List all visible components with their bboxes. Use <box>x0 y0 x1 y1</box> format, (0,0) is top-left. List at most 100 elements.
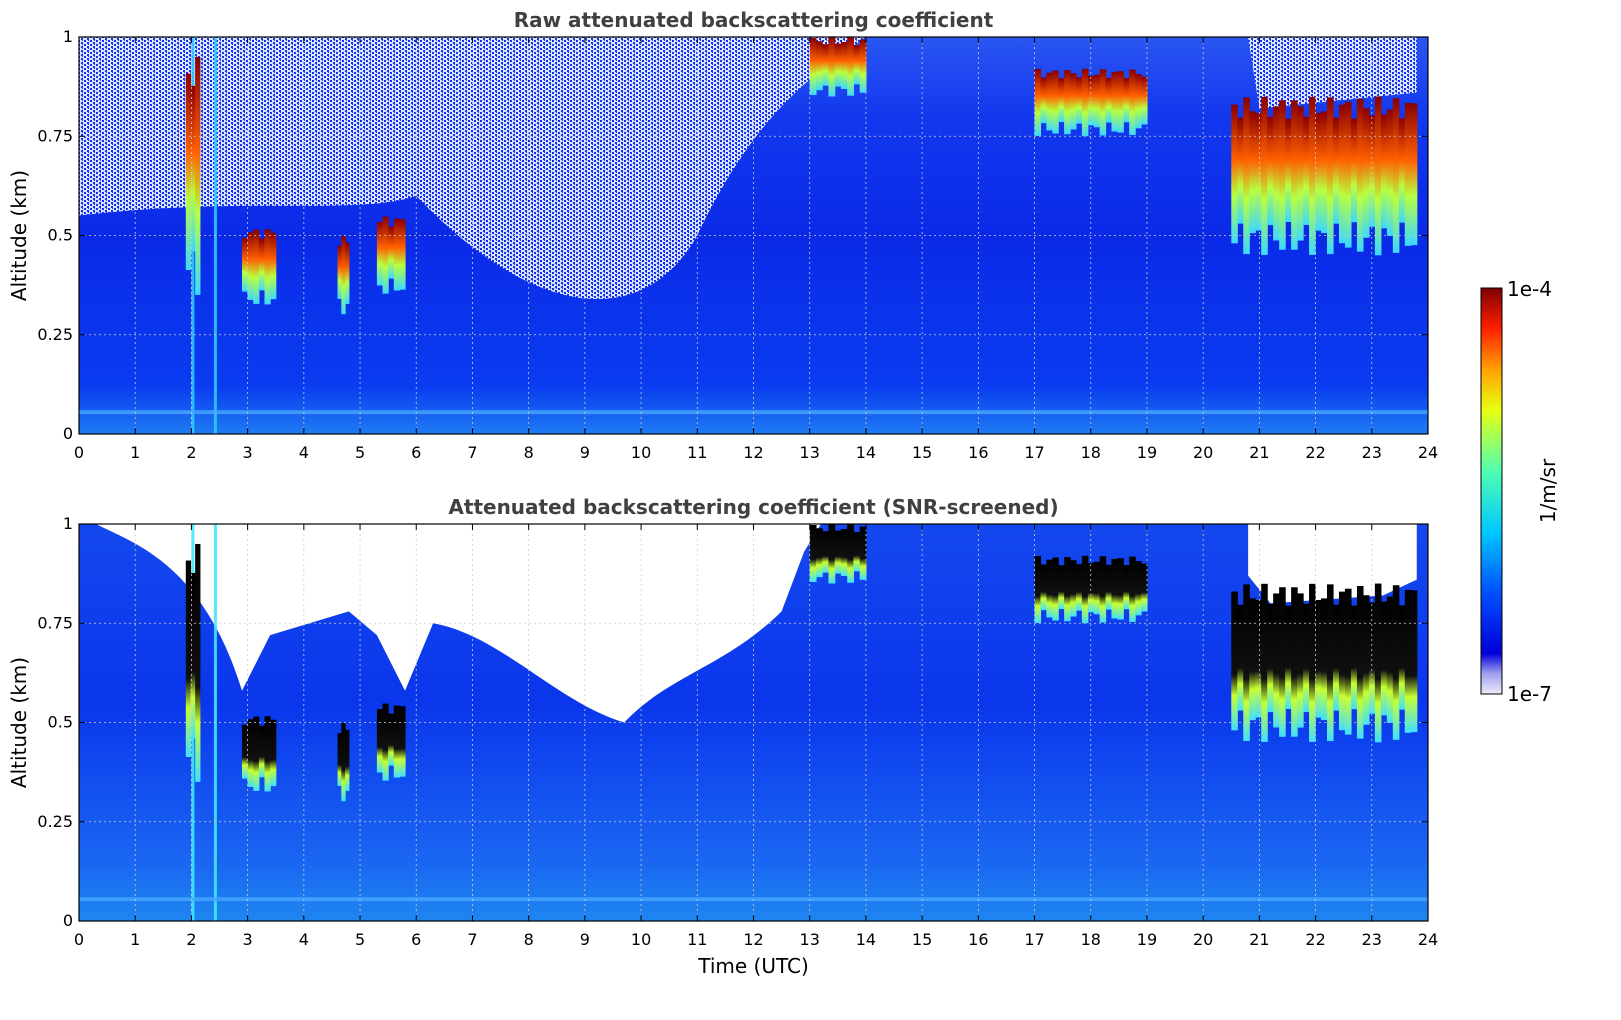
cloud-column <box>1315 600 1322 718</box>
cloud-column <box>1297 593 1304 728</box>
cloud-column <box>1105 77 1113 123</box>
cloud-column <box>195 56 201 295</box>
colorbar-min-label: 1e-7 <box>1507 682 1552 706</box>
colorbar-gradient <box>1480 287 1503 695</box>
cloud-column <box>1267 603 1274 713</box>
x-tick-label: 7 <box>467 443 477 462</box>
cloud-column <box>1099 69 1107 136</box>
y-axis-label: Altitude (km) <box>7 170 31 301</box>
cloud-column <box>1249 111 1256 234</box>
cloud-column <box>1070 73 1077 130</box>
cloud-column <box>1303 116 1310 226</box>
grid <box>79 37 1428 434</box>
cloud-column <box>834 43 842 87</box>
x-tick-label: 3 <box>243 930 253 949</box>
cloud-column <box>1040 77 1047 124</box>
cloud-column <box>847 37 855 96</box>
cloud-column <box>1123 78 1130 123</box>
cloud-column <box>393 218 400 291</box>
cloud-column <box>1117 71 1124 133</box>
cloud-feature <box>337 235 350 315</box>
x-tick-label: 1 <box>130 443 140 462</box>
cloud-column <box>1255 600 1262 718</box>
cloud-column <box>1404 589 1412 733</box>
cloud-column <box>853 532 861 572</box>
x-tick-label: 19 <box>1137 930 1157 949</box>
y-tick-label: 0.75 <box>37 613 73 632</box>
cloud-column <box>247 719 254 787</box>
x-axis-label: Time (UTC) <box>697 954 809 978</box>
panel-title: Attenuated backscattering coefficient (S… <box>448 495 1058 519</box>
cloud-column <box>1285 118 1292 223</box>
cloud-column <box>1046 559 1053 618</box>
cloud-column <box>341 722 346 802</box>
cloud-column <box>253 716 260 791</box>
cloud-column <box>1344 101 1352 248</box>
cloud-feature <box>1231 96 1418 256</box>
cloud-column <box>1129 556 1136 622</box>
cloud-column <box>1255 113 1262 231</box>
cloud-column <box>1135 74 1142 129</box>
cloud-column <box>337 733 342 786</box>
cloud-column <box>840 529 848 577</box>
colorbar: 1e-4 1e-7 1/m/sr <box>1480 277 1560 706</box>
x-tick-label: 22 <box>1305 930 1325 949</box>
x-tick-label: 12 <box>743 930 763 949</box>
x-tick-label: 22 <box>1305 443 1325 462</box>
cloud-column <box>345 729 350 791</box>
cloud-column <box>1243 97 1250 255</box>
cloud-column <box>185 73 192 271</box>
x-tick-label: 6 <box>411 930 421 949</box>
y-tick-label: 0.75 <box>37 126 73 145</box>
cloud-column <box>1243 584 1250 742</box>
cloud-column <box>1380 601 1388 716</box>
cloud-column <box>258 238 266 291</box>
x-tick-label: 15 <box>912 443 932 462</box>
cloud-column <box>1123 565 1130 610</box>
x-tick-label: 2 <box>186 443 196 462</box>
colorbar-label: 1/m/sr <box>1536 458 1560 523</box>
cloud-feature <box>242 229 277 305</box>
cloud-column <box>1129 69 1136 135</box>
x-tick-label: 3 <box>243 443 253 462</box>
cloud-column <box>1273 106 1280 241</box>
cloud-column <box>1291 587 1298 737</box>
cloud-column <box>840 42 848 90</box>
cloud-column <box>247 232 254 300</box>
cloud-column <box>399 219 406 290</box>
cloud-column <box>1141 563 1148 612</box>
y-tick-label: 0.25 <box>37 325 73 344</box>
x-tick-label: 18 <box>1081 443 1101 462</box>
x-tick-label: 9 <box>580 443 590 462</box>
cloud-column <box>1309 583 1316 742</box>
cloud-column <box>1087 563 1095 613</box>
cloud-column <box>242 724 249 779</box>
cloud-column <box>1052 557 1059 621</box>
cloud-column <box>1392 98 1400 253</box>
cloud-column <box>1058 565 1065 610</box>
x-tick-label: 13 <box>800 930 820 949</box>
cloud-column <box>345 242 350 304</box>
cloud-column <box>1087 76 1095 126</box>
cloud-column <box>1332 604 1340 711</box>
cloud-feature <box>809 524 867 584</box>
x-tick-label: 8 <box>524 930 534 949</box>
grid <box>79 524 1428 921</box>
cloud-column <box>1285 605 1292 710</box>
cloud-feature <box>809 37 867 97</box>
cloud-column <box>376 221 384 286</box>
cloud-column <box>1410 103 1418 246</box>
cloud-column <box>388 713 395 766</box>
cloud-column <box>1297 106 1304 241</box>
cloud-column <box>270 232 277 300</box>
y-tick-label: 0.5 <box>48 713 73 732</box>
x-tick-label: 11 <box>687 930 707 949</box>
x-tick-label: 10 <box>631 443 651 462</box>
x-tick-label: 6 <box>411 443 421 462</box>
x-tick-label: 14 <box>856 443 876 462</box>
cloud-feature <box>185 56 201 295</box>
y-tick-label: 0.25 <box>37 812 73 831</box>
cloud-feature <box>376 703 406 781</box>
cloud-column <box>1386 109 1394 236</box>
